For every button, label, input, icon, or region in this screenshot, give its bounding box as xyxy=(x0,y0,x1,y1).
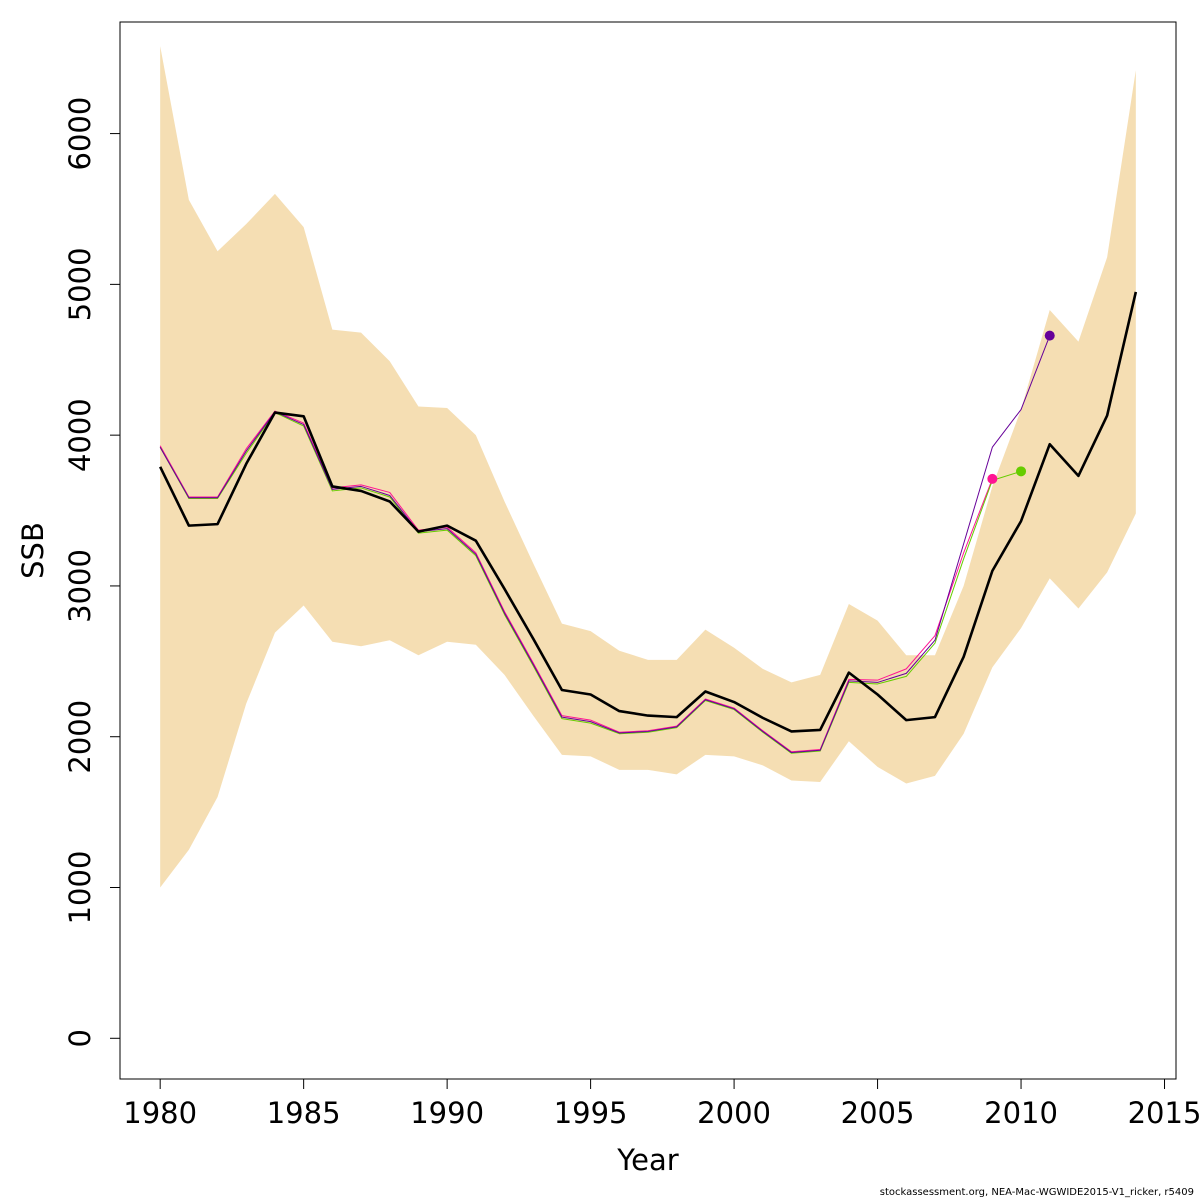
y-tick-label: 6000 xyxy=(63,97,97,171)
x-tick-label: 1990 xyxy=(410,1096,484,1130)
y-tick-label: 4000 xyxy=(63,398,97,472)
x-axis: 1980 1985 1990 1995 2000 2005 2010 2015 xyxy=(123,1078,1200,1130)
series-endpoint-1 xyxy=(987,473,998,484)
series-layer xyxy=(159,291,1138,754)
y-tick-label: 2000 xyxy=(63,700,97,774)
y-tick-label: 0 xyxy=(63,1029,97,1047)
series-line-retro-1 xyxy=(159,410,993,753)
y-axis: 0 1000 2000 3000 4000 5000 6000 xyxy=(63,97,121,1048)
endpoint-layer xyxy=(987,330,1055,484)
footer-credit: stockassessment.org, NEA-Mac-WGWIDE2015-… xyxy=(879,1187,1194,1198)
series-endpoint-3 xyxy=(1044,330,1055,341)
confidence-band xyxy=(160,46,1136,888)
series-line-main xyxy=(159,291,1138,733)
y-tick-label: 3000 xyxy=(63,549,97,623)
y-tick-label: 1000 xyxy=(63,851,97,925)
y-tick-label: 5000 xyxy=(63,247,97,321)
confidence-band-layer xyxy=(160,46,1136,888)
x-tick-label: 2010 xyxy=(984,1096,1058,1130)
x-tick-label: 1995 xyxy=(554,1096,628,1130)
y-axis-title: SSB xyxy=(16,522,50,579)
x-axis-title: Year xyxy=(616,1143,678,1177)
series-line-retro-3 xyxy=(159,335,1051,754)
x-tick-label: 2015 xyxy=(1128,1096,1200,1130)
x-tick-label: 2000 xyxy=(697,1096,771,1130)
x-tick-label: 1985 xyxy=(267,1096,341,1130)
x-tick-label: 2005 xyxy=(841,1096,915,1130)
x-tick-label: 1980 xyxy=(123,1096,197,1130)
series-endpoint-2 xyxy=(1016,466,1027,477)
series-line-retro-2 xyxy=(159,412,1022,754)
